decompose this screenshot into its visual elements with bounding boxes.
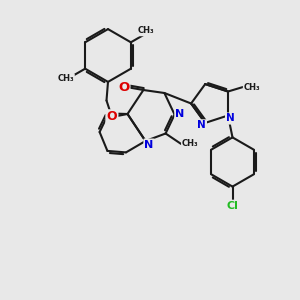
Text: O: O: [118, 81, 129, 94]
Text: Cl: Cl: [226, 201, 238, 211]
Text: CH₃: CH₃: [182, 140, 199, 148]
Text: N: N: [197, 120, 206, 130]
Text: O: O: [106, 110, 117, 124]
Text: CH₃: CH₃: [57, 74, 74, 83]
Text: CH₃: CH₃: [138, 26, 154, 35]
Text: N: N: [226, 113, 235, 124]
Text: N: N: [176, 109, 184, 119]
Text: N: N: [145, 140, 154, 150]
Text: CH₃: CH₃: [244, 82, 260, 91]
